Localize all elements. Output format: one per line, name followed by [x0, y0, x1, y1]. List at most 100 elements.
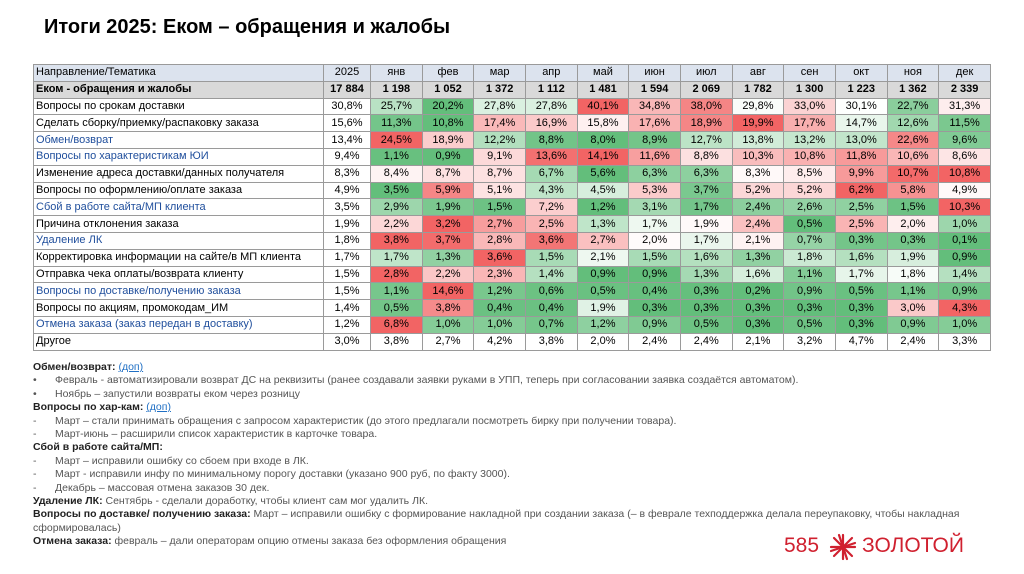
value-cell: 0,3%	[834, 315, 888, 334]
table-row: Отмена заказа (заказ передан в доставку)…	[33, 315, 991, 334]
logo-name: ЗОЛОТОЙ	[862, 534, 964, 557]
table-row: Изменение адреса доставки/данных получат…	[33, 164, 991, 183]
value-cell: 14,6%	[421, 282, 475, 301]
logo: 585 ЗОЛОТОЙ	[784, 532, 974, 562]
value-cell: 3,6%	[473, 248, 526, 267]
value-cell: 1,1%	[783, 265, 836, 284]
value-cell: 1,0%	[421, 315, 475, 334]
value-cell: 6,3%	[679, 164, 733, 183]
header-cell: Направление/Тематика	[33, 64, 324, 82]
value-cell: 0,5%	[783, 315, 836, 334]
note-heading-line: Вопросы по хар-кам: (доп)	[33, 401, 993, 414]
value-cell: 0,9%	[886, 315, 940, 334]
value-cell: 6,2%	[834, 181, 888, 200]
value-cell: 3,7%	[679, 181, 733, 200]
value-cell: 1,8%	[783, 248, 836, 267]
value-cell: 3,0%	[323, 332, 371, 351]
value-cell: 1,0%	[938, 315, 991, 334]
value-cell: 6,8%	[370, 315, 423, 334]
value-cell: 1,9%	[679, 215, 733, 233]
note-text: февраль – дали операторам опцию отмены з…	[114, 535, 507, 548]
value-cell: 1,3%	[576, 215, 630, 233]
value-cell: 0,7%	[524, 315, 578, 334]
note-heading: Вопросы по хар-кам:	[33, 401, 144, 414]
note-text: Сентябрь - сделали доработку, чтобы клие…	[105, 495, 429, 508]
table-row: Причина отклонения заказа 1,9% 2,2% 3,2% 2,7…	[33, 215, 991, 233]
value-cell: 1,2%	[576, 198, 630, 217]
value-cell: 0,3%	[731, 299, 785, 317]
note-text: Март – исправили ошибку с формирование н…	[33, 508, 960, 534]
value-cell: 3,5%	[323, 198, 371, 217]
note-heading: Отмена заказа:	[33, 535, 112, 548]
value-cell: 1,2%	[473, 282, 526, 301]
note-item-text: Февраль - автоматизировали возврат ДС на…	[55, 374, 799, 387]
value-cell: 1,2%	[323, 315, 371, 334]
value-cell: 40,1%	[576, 97, 630, 116]
value-cell: 6,7%	[524, 164, 578, 183]
note-heading: Обмен/возврат:	[33, 361, 116, 373]
value-cell: 17,6%	[628, 114, 681, 133]
value-cell: 0,2%	[731, 282, 785, 301]
header-cell: янв	[370, 64, 423, 82]
value-cell: 1,7%	[370, 248, 423, 267]
value-cell: 4,3%	[524, 181, 578, 200]
value-cell: 8,7%	[473, 164, 526, 183]
value-cell: 8,4%	[370, 164, 423, 183]
value-cell: 2,4%	[886, 332, 940, 351]
note-item: - Март – стали принимать обращения с запр…	[33, 415, 993, 428]
value-cell: 22,6%	[886, 131, 940, 149]
label-cell: Вопросы по акциям, промокодам_ИМ	[33, 299, 324, 317]
value-cell: 2,4%	[628, 332, 681, 351]
value-cell: 2,0%	[628, 231, 681, 250]
value-cell: 1,5%	[323, 265, 371, 284]
value-cell: 0,3%	[783, 299, 836, 317]
header-cell: июл	[679, 64, 733, 82]
label-cell: Корректировка информации на сайте/в МП к…	[33, 248, 324, 267]
label-cell: Вопросы по доставке/получению заказа	[33, 282, 324, 301]
value-cell: 9,9%	[834, 164, 888, 183]
label-cell: Вопросы по характеристикам ЮИ	[33, 147, 324, 166]
note-item-text: Декабрь – массовая отмена заказов 30 дек…	[55, 481, 270, 494]
note-link[interactable]: (доп)	[146, 401, 171, 414]
value-cell: 10,3%	[731, 147, 785, 166]
note-item: - Март-июнь – расширили список характерис…	[33, 428, 993, 441]
value-cell: 1,9%	[886, 248, 940, 267]
value-cell: 1,2%	[576, 315, 630, 334]
table-row: Сделать сборку/приемку/распаковку заказа…	[33, 114, 991, 133]
header-cell: сен	[783, 64, 836, 82]
table-row: Отправка чека оплаты/возврата клиенту 1,5…	[33, 265, 991, 284]
value-cell: 2,1%	[731, 332, 785, 351]
note-heading-line: Вопросы по доставке/ получению заказа: М…	[33, 508, 993, 535]
value-cell: 1,3%	[679, 265, 733, 284]
value-cell: 33,0%	[783, 97, 836, 116]
value-cell: 1,9%	[323, 215, 371, 233]
value-cell: 0,9%	[783, 282, 836, 301]
logo-number: 585	[784, 534, 820, 557]
table-row: Удаление ЛК 1,8% 3,8% 3,7% 2,8% 3,6% 2,7% 2,0% 1…	[33, 231, 991, 250]
value-cell: 31,3%	[938, 97, 991, 116]
value-cell: 0,5%	[370, 299, 423, 317]
note-item: • Февраль - автоматизировали возврат ДС н…	[33, 374, 993, 387]
label-cell: Отмена заказа (заказ передан в доставку)	[33, 315, 324, 334]
label-cell: Сбой в работе сайта/МП клиента	[33, 198, 324, 217]
value-cell: 1,3%	[421, 248, 475, 267]
value-cell: 11,6%	[628, 147, 681, 166]
note-link[interactable]: (доп)	[118, 361, 144, 373]
value-cell: 1 362	[886, 80, 940, 99]
value-cell: 1,1%	[886, 282, 940, 301]
value-cell: 8,3%	[323, 164, 371, 183]
value-cell: 20,2%	[421, 97, 475, 116]
value-cell: 1 198	[370, 80, 423, 99]
value-cell: 5,2%	[783, 181, 836, 200]
value-cell: 34,8%	[628, 97, 681, 116]
value-cell: 30,1%	[834, 97, 888, 116]
value-cell: 1,5%	[473, 198, 526, 217]
value-cell: 3,8%	[524, 332, 578, 351]
value-cell: 5,3%	[628, 181, 681, 200]
value-cell: 3,8%	[370, 332, 423, 351]
table-row: Еком - обращения и жалобы 17 884 1 198 1 05…	[33, 80, 991, 99]
value-cell: 4,9%	[323, 181, 371, 200]
value-cell: 1,1%	[370, 282, 423, 301]
data-table: Направление/Тематика 2025 янв фев мар апр май и…	[33, 64, 991, 351]
